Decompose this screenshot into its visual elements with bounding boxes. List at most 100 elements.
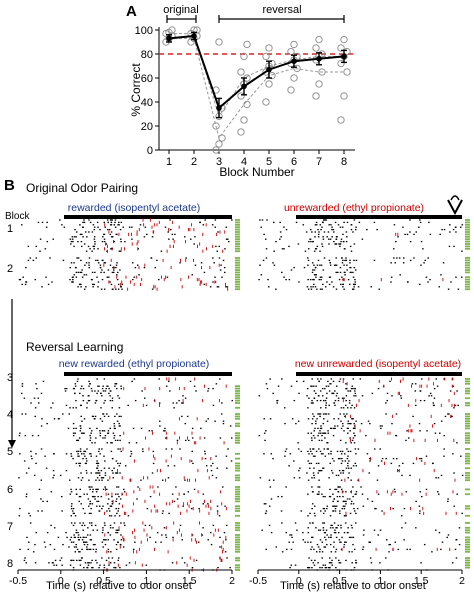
correct-trial-marker xyxy=(465,546,470,548)
correct-trial-marker xyxy=(235,541,240,544)
correct-trial-marker xyxy=(235,479,240,482)
correct-trial-marker xyxy=(465,488,470,491)
correct-trial-marker xyxy=(465,404,470,407)
correct-trial-marker xyxy=(465,441,470,444)
correct-trial-marker xyxy=(465,538,470,541)
correct-trial-marker xyxy=(235,474,240,477)
correct-trial-marker xyxy=(465,452,470,455)
individual-point xyxy=(337,116,345,124)
raster-x-tick-label: -0.5 xyxy=(249,575,267,587)
correct-trial-marker xyxy=(465,437,470,439)
odor-bar-unrewarded xyxy=(296,215,462,219)
correct-trial-marker xyxy=(235,557,240,559)
correct-trial-marker xyxy=(465,479,470,482)
correct-trial-marker xyxy=(235,526,240,529)
correct-trial-marker xyxy=(235,266,240,269)
block-label: 8 xyxy=(7,558,13,570)
correct-trial-marker xyxy=(235,390,240,392)
correct-trial-marker xyxy=(465,233,470,236)
individual-trace-lower xyxy=(169,37,344,140)
raster-x-tick-label: 2 xyxy=(229,575,235,587)
correct-trial-marker xyxy=(465,514,470,517)
correct-trial-marker xyxy=(235,564,240,567)
correct-trial-marker xyxy=(465,507,470,510)
correct-trial-marker xyxy=(465,531,470,534)
condition-label-new-unrewarded: new unrewarded (isopentyl acetate) xyxy=(295,358,461,370)
raster-x-tick-label: 0 xyxy=(58,575,64,587)
raster-block-1-unrewarded xyxy=(259,219,470,252)
correct-trial-marker xyxy=(465,543,470,546)
individual-point xyxy=(340,35,348,44)
correct-trial-marker xyxy=(465,559,470,562)
lick-spout-icon xyxy=(447,195,463,216)
correct-trial-marker xyxy=(465,231,470,233)
individual-point xyxy=(343,68,351,76)
original-bracket: original xyxy=(163,4,199,23)
block-header: Block xyxy=(5,211,30,222)
correct-trial-marker xyxy=(465,243,470,245)
correct-trial-marker xyxy=(235,464,240,467)
correct-trial-marker xyxy=(235,488,240,491)
correct-trial-marker xyxy=(235,259,240,262)
x-tick-label: 1 xyxy=(166,156,172,168)
correct-trial-marker xyxy=(465,455,470,458)
correct-trial-marker xyxy=(235,288,240,291)
correct-trial-marker xyxy=(235,250,240,253)
correct-trial-marker xyxy=(235,402,240,404)
raster-block-3-rewarded xyxy=(20,377,240,409)
correct-trial-marker xyxy=(465,223,470,226)
correct-trial-marker xyxy=(465,378,470,380)
correct-trial-marker xyxy=(465,561,470,564)
individual-point xyxy=(215,140,223,148)
correct-trial-marker xyxy=(465,266,470,269)
correct-trial-marker xyxy=(235,432,240,435)
individual-point xyxy=(265,44,273,52)
correct-trial-marker xyxy=(465,462,470,465)
y-tick-label: 20 xyxy=(141,121,153,133)
correct-trial-marker xyxy=(235,247,240,250)
condition-label-rewarded: rewarded (isopentyl acetate) xyxy=(68,202,201,214)
correct-trial-marker xyxy=(465,269,470,271)
panel-a-label: A xyxy=(126,3,137,20)
correct-trial-marker xyxy=(235,269,240,271)
individual-point xyxy=(215,38,223,46)
odor-bar-new-rewarded xyxy=(64,372,232,376)
correct-trial-marker xyxy=(235,467,240,470)
correct-trial-marker xyxy=(465,564,470,567)
mean-point xyxy=(191,33,197,39)
raster-block-7-rewarded xyxy=(19,521,240,554)
x-tick-label: 3 xyxy=(216,156,222,168)
correct-trial-marker xyxy=(235,439,240,442)
individual-point xyxy=(312,92,320,100)
x-tick-label: 8 xyxy=(341,156,347,168)
correct-trial-marker xyxy=(235,223,240,226)
odor-bar-new-unrewarded xyxy=(296,372,462,376)
block-label: 2 xyxy=(7,263,13,275)
mean-point xyxy=(241,83,247,90)
x-tick-label: 4 xyxy=(241,156,247,168)
correct-trial-marker xyxy=(465,276,470,279)
correct-trial-marker xyxy=(235,543,240,546)
section-reversal-title: Reversal Learning xyxy=(26,340,123,354)
x-axis-label: Block Number xyxy=(219,165,294,179)
correct-trial-marker xyxy=(235,522,240,524)
raster-block-4-rewarded xyxy=(18,413,240,445)
section-original-title: Original Odor Pairing xyxy=(26,181,138,195)
condition-label-unrewarded: unrewarded (ethyl propionate) xyxy=(284,202,424,214)
raster-block-5-rewarded xyxy=(18,447,240,482)
correct-trial-marker xyxy=(465,402,470,404)
individual-point xyxy=(287,86,295,94)
correct-trial-marker xyxy=(465,420,470,423)
correct-trial-marker xyxy=(235,452,240,455)
correct-trial-marker xyxy=(235,559,240,562)
individual-point xyxy=(337,59,345,68)
correct-trial-marker xyxy=(465,281,470,283)
correct-trial-marker xyxy=(465,264,470,267)
correct-trial-marker xyxy=(235,569,240,571)
condition-label-new-rewarded: new rewarded (ethyl propionate) xyxy=(59,358,210,370)
mean-point xyxy=(341,53,347,60)
original-label: original xyxy=(163,4,198,16)
correct-trial-marker xyxy=(465,415,470,418)
correct-trial-marker xyxy=(235,238,240,241)
